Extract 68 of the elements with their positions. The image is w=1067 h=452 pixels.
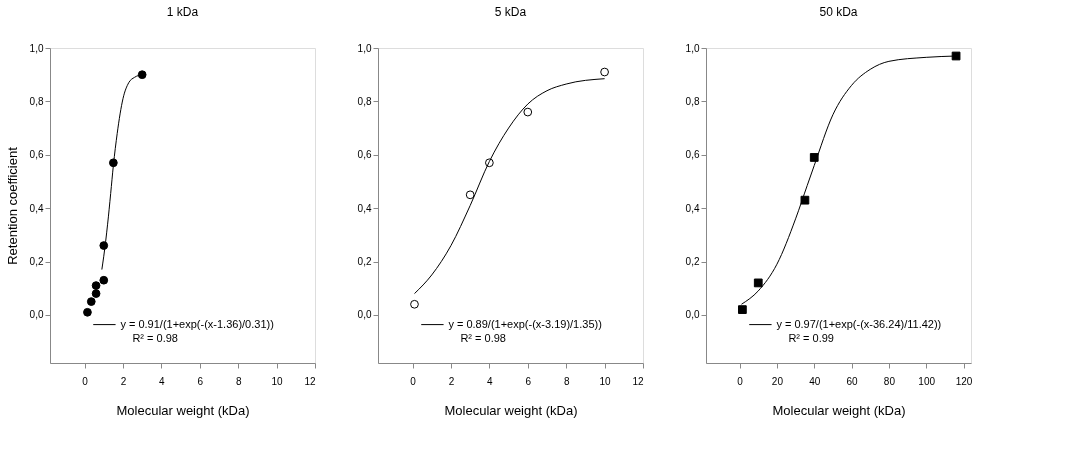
x-tick-label: 8 bbox=[235, 375, 242, 387]
x-tick-label: 2 bbox=[120, 375, 127, 387]
point bbox=[91, 281, 101, 290]
x-tick-label: 4 bbox=[159, 375, 166, 387]
x-tick-label: 40 bbox=[809, 375, 821, 387]
point bbox=[99, 275, 109, 285]
point bbox=[800, 195, 810, 205]
y-tick-label: 0,8 bbox=[357, 95, 372, 107]
x-tick-label: 12 bbox=[304, 375, 316, 387]
x-tick-label: 80 bbox=[883, 375, 896, 387]
y-tick-label: 0,6 bbox=[29, 149, 44, 161]
x-tick-label: 2 bbox=[448, 375, 455, 387]
annotation: R² = 0.98 bbox=[460, 331, 506, 344]
point bbox=[83, 307, 92, 317]
x-tick-label: 10 bbox=[599, 375, 612, 387]
chart-title: 5 kDa bbox=[494, 5, 527, 19]
y-axis-title: Retention coefficient bbox=[4, 146, 20, 265]
x-tick-label: 6 bbox=[525, 375, 532, 387]
y-tick-label: 1,0 bbox=[29, 42, 44, 54]
point bbox=[809, 153, 819, 162]
point bbox=[99, 241, 109, 250]
y-tick-label: 0,6 bbox=[357, 149, 372, 161]
x-axis-title: Molecular weight (kDa) bbox=[772, 402, 906, 418]
point bbox=[86, 297, 96, 306]
y-tick-label: 0,8 bbox=[29, 95, 44, 107]
point bbox=[600, 67, 609, 77]
y-tick-label: 0,2 bbox=[685, 256, 700, 268]
x-tick-label: 4 bbox=[487, 375, 494, 387]
y-tick-label: 0,4 bbox=[29, 202, 44, 214]
x-axis-title: Molecular weight (kDa) bbox=[116, 402, 250, 418]
annotation: R² = 0.98 bbox=[132, 331, 178, 344]
x-axis-title: Molecular weight (kDa) bbox=[444, 402, 578, 418]
point bbox=[410, 299, 419, 309]
y-tick-label: 0,4 bbox=[357, 202, 372, 214]
legend-label: y = 0.89/(1+exp(-(x-3.19)/1.35)) bbox=[448, 317, 602, 330]
x-tick-label: 12 bbox=[632, 375, 644, 387]
y-tick-label: 1,0 bbox=[357, 42, 372, 54]
y-tick-label: 0,0 bbox=[29, 309, 44, 321]
x-tick-label: 0 bbox=[410, 375, 417, 387]
y-tick-label: 0,2 bbox=[357, 256, 372, 268]
y-tick-label: 0,4 bbox=[685, 202, 700, 214]
point bbox=[753, 278, 763, 288]
x-tick-label: 100 bbox=[918, 375, 936, 387]
y-tick-label: 0,8 bbox=[685, 95, 700, 107]
x-tick-label: 10 bbox=[271, 375, 284, 387]
point bbox=[91, 289, 101, 298]
x-tick-label: 0 bbox=[82, 375, 89, 387]
x-tick-label: 6 bbox=[197, 375, 204, 387]
legend-label: y = 0.97/(1+exp(-(x-36.24)/11.42)) bbox=[776, 317, 942, 330]
y-tick-label: 0,2 bbox=[29, 256, 44, 268]
y-tick-label: 0,0 bbox=[357, 309, 372, 321]
x-tick-label: 0 bbox=[737, 375, 744, 387]
y-tick-label: 1,0 bbox=[685, 42, 700, 54]
point bbox=[738, 305, 747, 314]
y-tick-label: 0,6 bbox=[685, 149, 700, 161]
x-tick-label: 120 bbox=[955, 375, 973, 387]
y-tick-label: 0,0 bbox=[685, 309, 700, 321]
point bbox=[465, 190, 475, 200]
x-tick-label: 20 bbox=[771, 375, 784, 387]
annotation: R² = 0.99 bbox=[788, 331, 834, 344]
x-tick-label: 8 bbox=[563, 375, 570, 387]
chart-title: 50 kDa bbox=[819, 5, 858, 19]
legend-label: y = 0.91/(1+exp(-(x-1.36)/0.31)) bbox=[120, 317, 274, 330]
point bbox=[137, 70, 147, 80]
chart-title: 1 kDa bbox=[166, 5, 199, 19]
x-tick-label: 60 bbox=[846, 375, 859, 387]
point bbox=[951, 51, 961, 61]
point bbox=[523, 107, 533, 117]
